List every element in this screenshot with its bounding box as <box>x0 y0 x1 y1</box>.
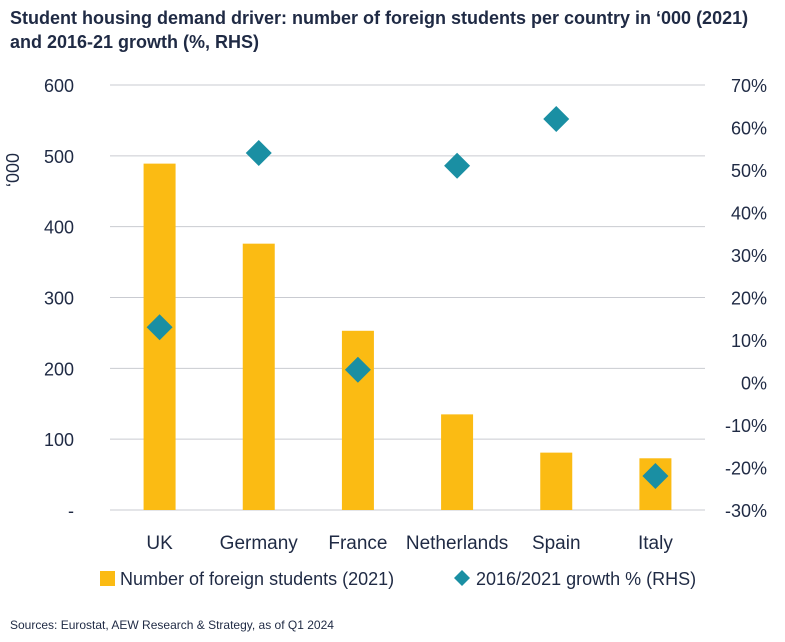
x-tick-label: UK <box>146 533 173 554</box>
y2-tick-label: 70% <box>731 76 767 96</box>
y2-tick-label: 10% <box>731 331 767 351</box>
legend: Number of foreign students (2021) 2016/20… <box>100 569 696 589</box>
bar <box>540 452 573 510</box>
y2-tick-label: 40% <box>731 204 767 224</box>
y-tick-label: 500 <box>44 147 74 167</box>
growth-marker <box>444 152 471 179</box>
growth-marker <box>344 356 371 383</box>
x-tick-label: Spain <box>532 533 581 554</box>
y-tick-label: 300 <box>44 289 74 309</box>
grid-lines <box>110 84 705 511</box>
marker-series <box>146 106 669 489</box>
y-tick-label: 100 <box>44 430 74 450</box>
legend-bar-swatch <box>100 571 115 586</box>
x-tick-label: France <box>328 533 387 554</box>
growth-marker <box>146 314 173 341</box>
legend-marker-label: 2016/2021 growth % (RHS) <box>476 569 696 589</box>
y2-tick-label: 20% <box>731 289 767 309</box>
source-note: Sources: Eurostat, AEW Research & Strate… <box>10 618 334 632</box>
growth-marker <box>543 106 570 132</box>
x-tick-label: Netherlands <box>406 533 508 554</box>
y-axis-label: ‘000 <box>3 153 23 187</box>
y2-tick-label: 0% <box>741 374 767 394</box>
bar <box>441 414 474 510</box>
y2-tick-label: 50% <box>731 161 767 181</box>
y-tick-label: - <box>68 501 74 521</box>
bar-series <box>143 163 672 510</box>
y-axis-left: - 100 200 300 400 500 600 <box>44 76 74 521</box>
growth-marker <box>245 140 272 166</box>
y-tick-label: 600 <box>44 76 74 96</box>
x-tick-label: Germany <box>220 533 299 554</box>
y2-tick-label: -10% <box>725 416 767 436</box>
y2-tick-label: 60% <box>731 119 767 139</box>
bar <box>242 243 275 510</box>
y2-tick-label: -20% <box>725 459 767 479</box>
y-axis-right: -30% -20% -10% 0% 10% 20% 30% 40% 50% 60% 70% <box>725 76 767 521</box>
y2-tick-label: 30% <box>731 246 767 266</box>
y-tick-label: 200 <box>44 359 74 379</box>
y-tick-label: 400 <box>44 218 74 238</box>
growth-marker <box>642 463 669 489</box>
legend-bar-label: Number of foreign students (2021) <box>120 569 394 589</box>
x-tick-label: Italy <box>638 533 673 554</box>
legend-marker-swatch <box>454 570 470 586</box>
y2-tick-label: -30% <box>725 501 767 521</box>
chart-title: Student housing demand driver: number of… <box>10 8 749 52</box>
x-axis-labels: UK Germany France Netherlands Spain Italy <box>146 533 673 554</box>
